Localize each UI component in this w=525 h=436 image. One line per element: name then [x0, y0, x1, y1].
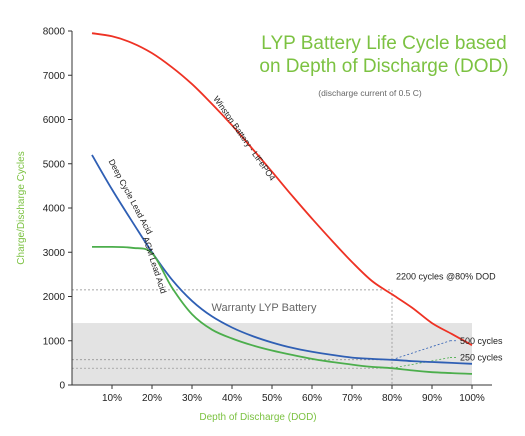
- x-tick-label: 30%: [182, 393, 202, 404]
- annotation-500-cycles: 500 cycles: [460, 336, 503, 346]
- x-tick-label: 60%: [302, 393, 322, 404]
- y-tick-label: 3000: [43, 248, 66, 259]
- x-tick-label: 100%: [459, 393, 485, 404]
- warranty-band-label: Warranty LYP Battery: [212, 302, 317, 314]
- chart-title: LYP Battery Life Cycle based on Depth of …: [259, 33, 508, 77]
- warranty-band-layer: [72, 323, 472, 385]
- y-tick-label: 0: [59, 381, 65, 392]
- chart-title-line: on Depth of Discharge (DOD): [259, 56, 508, 77]
- y-tick-label: 7000: [43, 71, 66, 82]
- x-tick-label: 20%: [142, 393, 162, 404]
- x-tick-label: 10%: [102, 393, 122, 404]
- series-layer: [91, 32, 473, 375]
- axes-layer: 0 1000 2000 3000 4000 5000 6000 7000 8000 10% 20% 3…: [43, 27, 492, 404]
- x-axis-label: Depth of Discharge (DOD): [199, 412, 316, 423]
- annotation-250-leader: [391, 357, 451, 369]
- y-tick-label: 6000: [43, 115, 66, 126]
- chart-subtitle: (discharge current of 0.5 C): [318, 88, 422, 98]
- annotation-2200-cycles: 2200 cycles @80% DOD: [396, 272, 496, 282]
- series-line-lifepo4: [91, 32, 473, 346]
- annotation-250-cycles: 250 cycles: [460, 353, 503, 363]
- series-line-agm: [91, 245, 473, 375]
- x-tick-label: 70%: [342, 393, 362, 404]
- series-label-agm: AGM Lead Acid: [141, 235, 169, 295]
- y-tick-label: 8000: [43, 27, 66, 38]
- x-tick-label: 50%: [262, 393, 282, 404]
- y-tick-label: 4000: [43, 204, 66, 215]
- y-tick-label: 1000: [43, 336, 66, 347]
- x-tick-label: 40%: [222, 393, 242, 404]
- chart-title-line: LYP Battery Life Cycle based: [261, 33, 506, 54]
- series-label-deep-cycle: Deep Cycle Lead Acid: [107, 157, 155, 236]
- y-axis-label: Charge/Discharge Cycles: [16, 151, 27, 264]
- x-tick-label: 90%: [422, 393, 442, 404]
- series-label-lifepo4: Winston Battery - LiFePO4: [211, 94, 277, 183]
- warranty-band: [72, 323, 472, 385]
- reference-lines-layer: [72, 289, 458, 385]
- y-tick-label: 2000: [43, 292, 66, 303]
- x-tick-label: 80%: [382, 393, 402, 404]
- y-tick-label: 5000: [43, 159, 66, 170]
